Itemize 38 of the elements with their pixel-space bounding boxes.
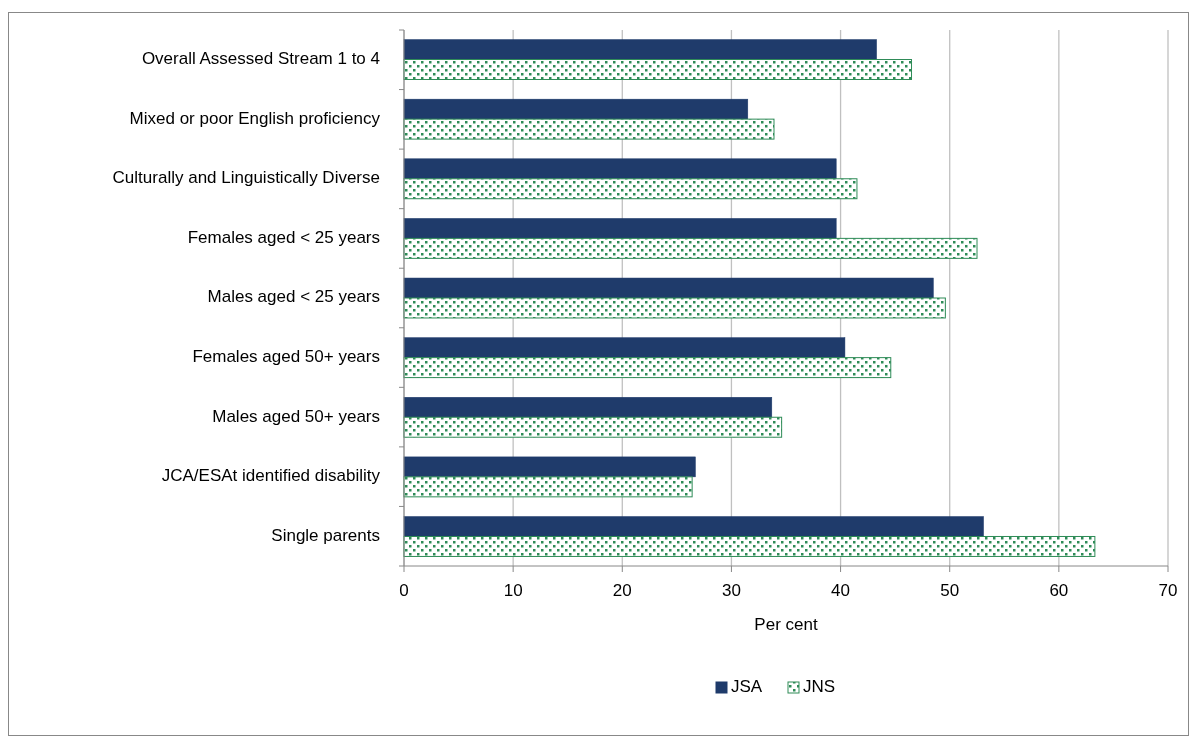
x-tick-label: 0 [399,581,409,600]
bar [403,118,775,140]
legend-label: JSA [731,677,763,697]
x-tick-label: 70 [1158,581,1178,600]
x-tick-label: 20 [612,581,632,600]
bar [403,397,773,418]
bar [403,337,846,358]
y-tick-label: JCA/ESAt identified disability [161,466,381,486]
x-tick-label: 40 [831,581,851,600]
bar [403,535,1096,557]
x-axis-title: Per cent [754,615,818,634]
x-tick-label: 30 [721,581,741,600]
legend-label: JNS [803,677,836,697]
bar [403,456,696,478]
bar [403,516,984,537]
x-tick-label: 60 [1049,581,1069,600]
y-tick-label: Females aged 50+ years [192,347,380,367]
x-tick-label: 10 [503,581,523,600]
x-tick-label: 50 [940,581,960,600]
y-tick-label: Males aged < 25 years [207,287,380,307]
bar [403,357,892,379]
bar [403,59,913,80]
y-tick-label: Culturally and Linguistically Diverse [112,168,380,188]
bar [403,98,749,120]
bar [403,218,837,239]
bar [403,416,783,438]
y-tick-label: Males aged 50+ years [212,406,380,426]
bar [403,178,858,200]
y-tick-label: Single parents [271,525,380,545]
bar [403,237,978,259]
y-tick-label: Mixed or poor English proficiency [129,108,381,128]
bar [403,277,934,299]
bar [403,297,946,319]
y-tick-label: Females aged < 25 years [187,227,380,247]
bar [403,158,837,180]
bar [403,476,693,498]
bar [403,39,877,60]
y-tick-label: Overall Assessed Stream 1 to 4 [141,49,380,68]
